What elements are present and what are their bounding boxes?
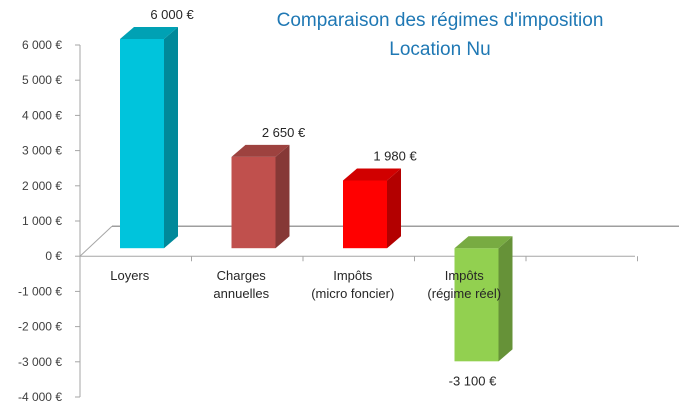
y-tick-label: 3 000 €: [22, 144, 62, 158]
bar-front: [231, 156, 276, 249]
bar-side: [387, 168, 401, 249]
bar-4: [454, 236, 513, 362]
bar-top: [343, 168, 401, 181]
bar-side: [498, 236, 513, 362]
chart-subtitle: Location Nu: [389, 39, 490, 60]
bar-3: [343, 168, 401, 249]
category-label: Charges: [217, 268, 267, 283]
chart-title: Comparaison des régimes d'imposition: [277, 10, 604, 31]
bar-side: [275, 144, 290, 249]
y-tick-label: 0 €: [45, 249, 62, 263]
bar-1: [120, 27, 178, 249]
bar-top: [454, 236, 513, 249]
bar-top: [120, 27, 178, 39]
y-tick-label: 4 000 €: [22, 108, 62, 122]
data-label: 6 000 €: [150, 7, 194, 22]
data-label: -3 100 €: [449, 373, 497, 388]
y-tick-label: -3 000 €: [18, 355, 62, 369]
data-label: 1 980 €: [373, 149, 417, 164]
bar-front: [120, 39, 164, 249]
category-label: annuelles: [213, 286, 269, 301]
category-label: Loyers: [110, 268, 150, 283]
bar-front: [343, 180, 387, 249]
y-tick-label: 1 000 €: [22, 214, 62, 228]
data-label: 2 650 €: [262, 125, 306, 140]
y-tick-label: -1 000 €: [18, 284, 62, 298]
category-label: (micro foncier): [311, 286, 394, 301]
y-tick-label: -4 000 €: [18, 390, 62, 404]
chart-axes: 6 000 € 5 000 € 4 000 € 3 000 € 2 000 € 1 000…: [18, 38, 679, 404]
chart-labels: 6 000 € Loyers 2 650 € Charges annuelles 1 98…: [110, 7, 501, 388]
y-tick-label: 2 000 €: [22, 179, 62, 193]
chart-bars: [120, 27, 513, 362]
floor-edge-left: [79, 225, 113, 257]
bar-2: [231, 144, 290, 249]
y-tick-label: 6 000 €: [22, 38, 62, 52]
y-tick-label: 5 000 €: [22, 73, 62, 87]
bar-front: [454, 248, 499, 362]
category-label: (régime réel): [427, 286, 501, 301]
category-label: Impôts: [333, 268, 373, 283]
category-label: Impôts: [445, 268, 485, 283]
bar-top: [231, 144, 290, 157]
y-tick-label: -2 000 €: [18, 320, 62, 334]
bar-side: [164, 27, 178, 249]
